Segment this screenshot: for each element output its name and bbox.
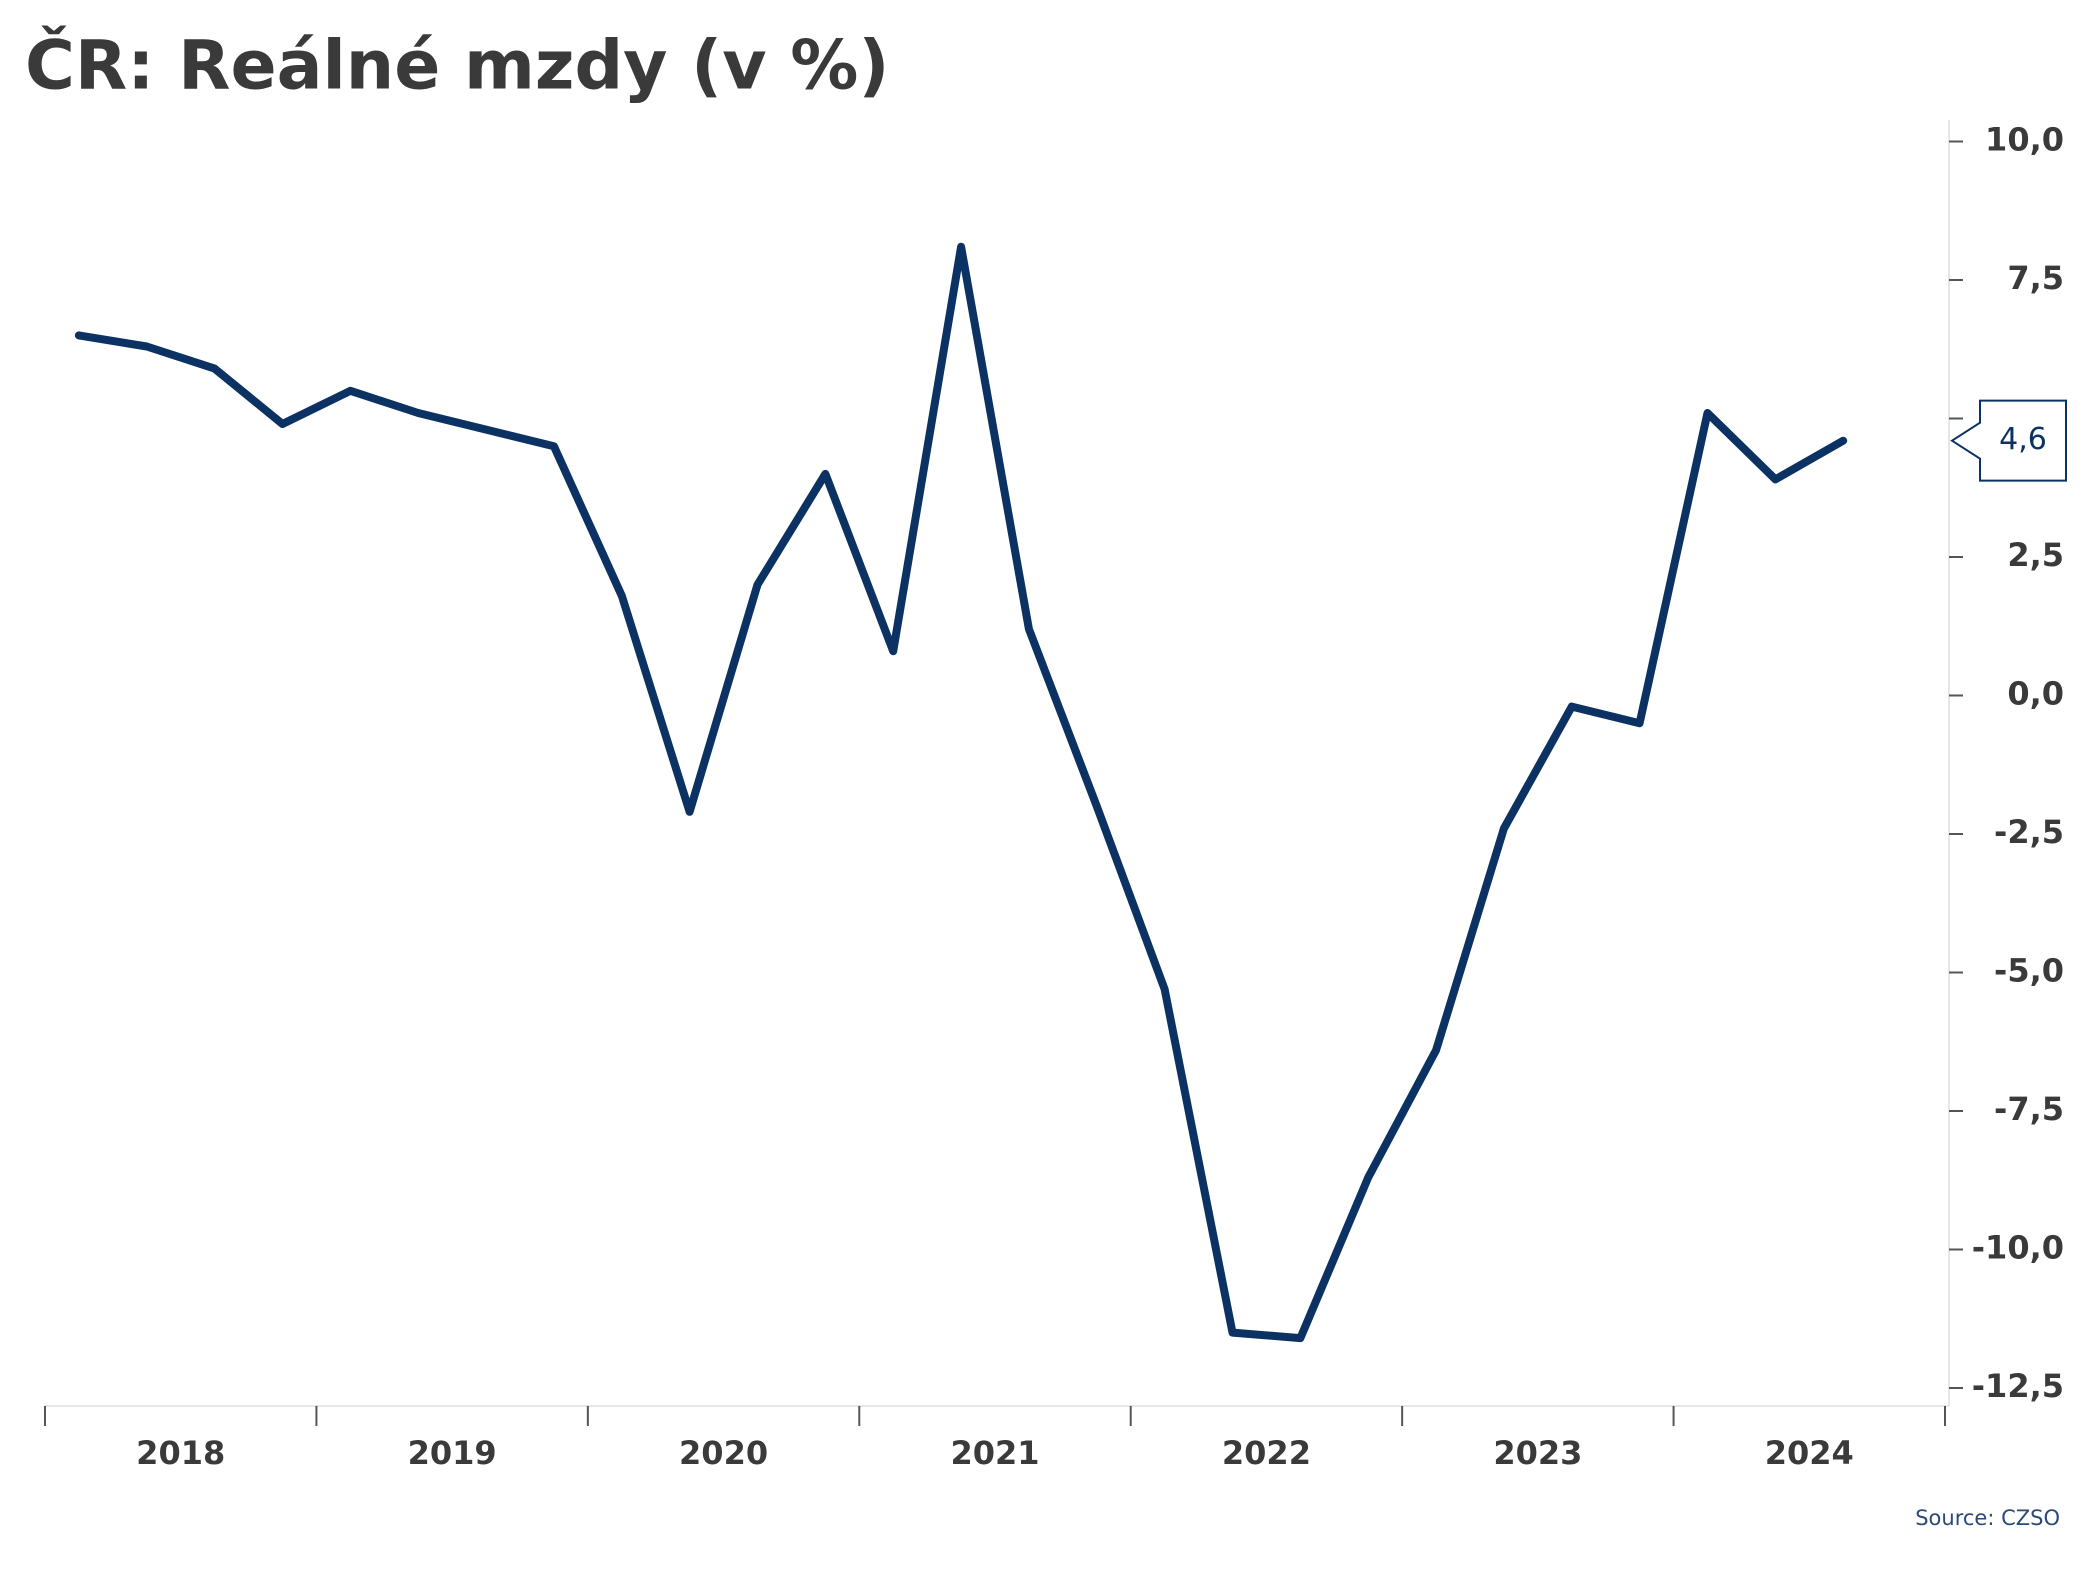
value-label-box xyxy=(1950,399,2067,482)
chart-title: ČR: Reálné mzdy (v %) xyxy=(25,26,889,106)
x-tick-label: 2021 xyxy=(950,1434,1039,1472)
x-tick-label: 2022 xyxy=(1222,1434,1311,1472)
y-tick-label: -10,0 xyxy=(1972,1229,2064,1267)
y-tick-label: 0,0 xyxy=(2007,675,2064,713)
x-tick-label: 2023 xyxy=(1493,1434,1582,1472)
y-tick-label: 7,5 xyxy=(2007,259,2064,297)
x-tick-label: 2024 xyxy=(1765,1434,1854,1472)
y-tick-label: -12,5 xyxy=(1972,1367,2064,1405)
x-tick-label: 2019 xyxy=(408,1434,497,1472)
source: Source: CZSO xyxy=(1915,1506,2060,1530)
data-line xyxy=(74,242,1848,1343)
x-tick-label: 2020 xyxy=(679,1434,768,1472)
y-tick-label: -2,5 xyxy=(1994,813,2064,851)
y-tick-label: -5,0 xyxy=(1994,952,2064,990)
y-tick-label: 10,0 xyxy=(1985,121,2064,159)
x-tick-label: 2018 xyxy=(136,1434,225,1472)
y-tick-label: -7,5 xyxy=(1994,1090,2064,1128)
y-tick-label: 2,5 xyxy=(2007,536,2064,574)
value-label: 4,6 xyxy=(1999,422,2047,457)
